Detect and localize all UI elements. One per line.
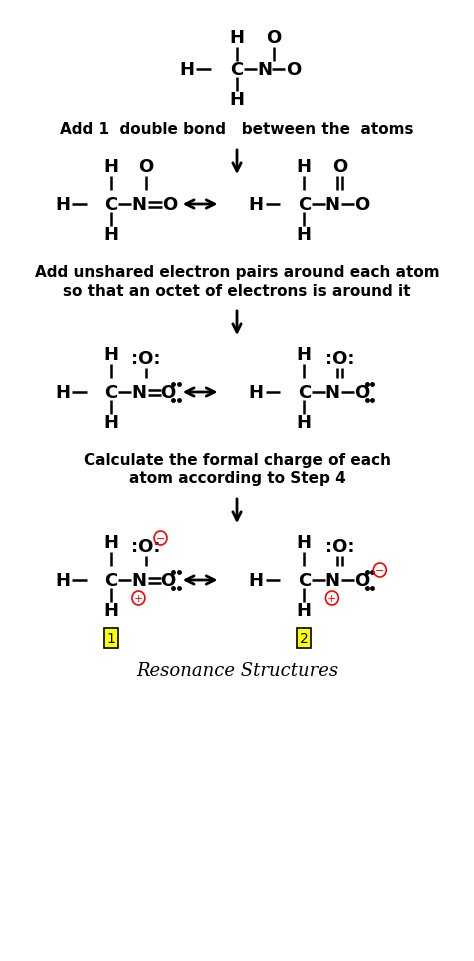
Text: O: O xyxy=(286,61,302,79)
Text: 1: 1 xyxy=(106,631,115,646)
Text: N: N xyxy=(131,572,146,589)
Text: C: C xyxy=(298,196,311,213)
Text: O: O xyxy=(332,158,347,176)
Text: H: H xyxy=(297,533,312,552)
Text: N: N xyxy=(324,383,339,402)
Text: :O:: :O: xyxy=(131,537,161,555)
Text: N: N xyxy=(131,383,146,402)
Text: so that an octet of electrons is around it: so that an octet of electrons is around … xyxy=(63,283,411,298)
Text: H: H xyxy=(55,572,70,589)
Text: H: H xyxy=(297,602,312,619)
Text: :O:: :O: xyxy=(325,350,354,368)
Text: Calculate the formal charge of each: Calculate the formal charge of each xyxy=(83,453,391,468)
Text: H: H xyxy=(297,226,312,244)
Text: H: H xyxy=(229,91,245,109)
Text: O: O xyxy=(162,196,177,213)
Text: H: H xyxy=(297,346,312,363)
Text: N: N xyxy=(324,572,339,589)
Text: :O:: :O: xyxy=(131,350,161,368)
Text: O: O xyxy=(354,572,369,589)
Text: Add 1  double bond   between the  atoms: Add 1 double bond between the atoms xyxy=(60,122,414,137)
Text: H: H xyxy=(103,602,118,619)
Text: O: O xyxy=(138,158,154,176)
Text: atom according to Step 4: atom according to Step 4 xyxy=(128,471,346,486)
Text: −: − xyxy=(156,533,165,543)
Text: H: H xyxy=(249,572,264,589)
Text: C: C xyxy=(104,196,118,213)
Text: +: + xyxy=(327,593,337,604)
Text: C: C xyxy=(230,61,244,79)
Text: O: O xyxy=(354,196,369,213)
Text: C: C xyxy=(298,383,311,402)
Text: H: H xyxy=(297,158,312,176)
Text: H: H xyxy=(297,413,312,431)
Text: H: H xyxy=(103,226,118,244)
Text: N: N xyxy=(131,196,146,213)
Text: H: H xyxy=(249,196,264,213)
Text: +: + xyxy=(134,593,143,604)
Text: C: C xyxy=(104,572,118,589)
Text: :O:: :O: xyxy=(325,537,354,555)
Text: O: O xyxy=(266,29,282,47)
Text: Add unshared electron pairs around each atom: Add unshared electron pairs around each … xyxy=(35,265,439,281)
Text: C: C xyxy=(104,383,118,402)
Text: N: N xyxy=(324,196,339,213)
Text: O: O xyxy=(160,572,175,589)
Text: H: H xyxy=(103,158,118,176)
Text: Resonance Structures: Resonance Structures xyxy=(136,661,338,679)
Text: H: H xyxy=(55,196,70,213)
Text: H: H xyxy=(180,61,195,79)
Text: O: O xyxy=(354,383,369,402)
Text: H: H xyxy=(103,413,118,431)
Text: C: C xyxy=(298,572,311,589)
Text: H: H xyxy=(55,383,70,402)
Text: −: − xyxy=(375,565,384,576)
Text: N: N xyxy=(257,61,272,79)
Text: O: O xyxy=(160,383,175,402)
Text: H: H xyxy=(229,29,245,47)
Text: H: H xyxy=(249,383,264,402)
Text: H: H xyxy=(103,346,118,363)
Text: H: H xyxy=(103,533,118,552)
Text: 2: 2 xyxy=(300,631,309,646)
